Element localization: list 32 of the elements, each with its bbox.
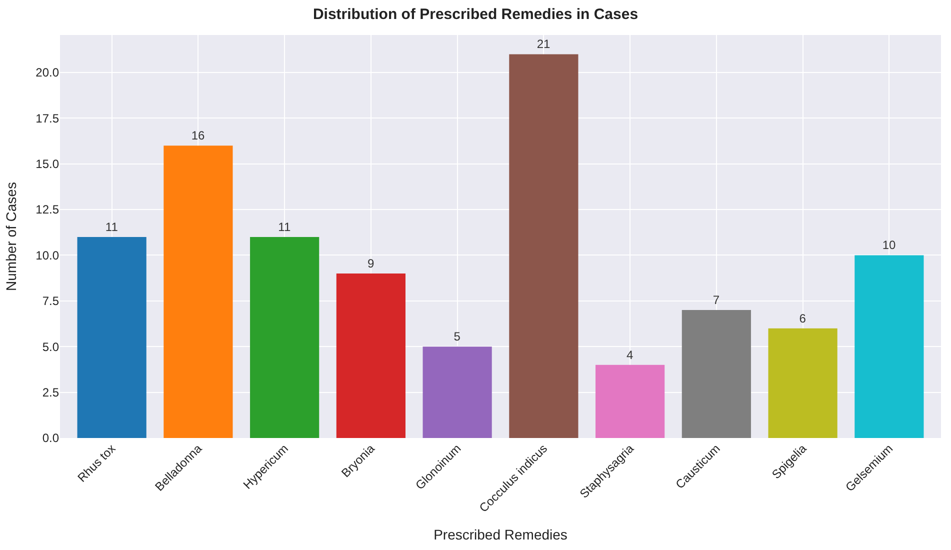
data-label: 21: [536, 37, 551, 52]
y-tick-label: 20.0: [36, 66, 60, 80]
y-tick-label: 10.0: [36, 248, 60, 262]
y-tick-label: 12.5: [36, 202, 60, 217]
y-tick-label: 2.5: [42, 386, 60, 400]
data-label: 4: [626, 348, 634, 362]
y-tick-label: 0.0: [42, 431, 60, 446]
bar: [422, 346, 492, 438]
data-label: 16: [191, 128, 206, 143]
bar: [854, 255, 924, 438]
bar: [768, 328, 838, 438]
data-label: 5: [454, 330, 461, 344]
x-axis-title: Prescribed Remedies: [434, 526, 568, 542]
data-label: 6: [799, 311, 806, 326]
y-tick-label: 5.0: [42, 340, 60, 354]
data-label: 10: [882, 238, 896, 252]
y-tick-label: 17.5: [36, 111, 60, 126]
y-tick-label: 15.0: [36, 157, 60, 172]
data-label: 11: [278, 220, 291, 234]
bar: [509, 54, 578, 438]
data-label: 9: [367, 256, 374, 271]
y-tick-label: 7.5: [42, 294, 60, 308]
bar: [250, 236, 320, 438]
y-axis-title: Number of Cases: [3, 182, 20, 291]
data-label: 11: [105, 220, 118, 234]
bar: [77, 236, 146, 438]
data-label: 7: [712, 293, 720, 308]
bar: [682, 310, 751, 438]
chart-title: Distribution of Prescribed Remedies in Cases: [312, 6, 638, 23]
bar: [164, 146, 233, 438]
bar: [596, 364, 665, 438]
bar: [336, 274, 406, 438]
